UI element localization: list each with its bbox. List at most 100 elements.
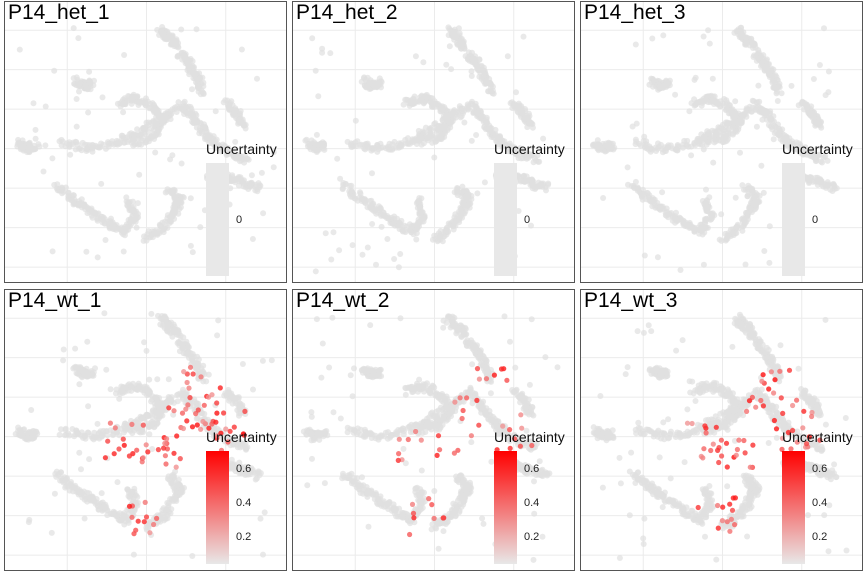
cell-point xyxy=(182,103,189,110)
cell-point xyxy=(102,428,109,435)
cell-point xyxy=(438,417,445,424)
cell-point xyxy=(443,61,450,68)
cell-point xyxy=(380,209,387,216)
cell-point xyxy=(724,232,731,239)
cell-point xyxy=(175,99,182,106)
cell-point xyxy=(742,261,749,268)
cell-point xyxy=(339,186,346,193)
uncertain-cell-point xyxy=(206,425,212,431)
cell-point xyxy=(829,188,836,194)
cell-point xyxy=(257,515,264,522)
uncertain-cell-point xyxy=(185,402,191,408)
uncertain-cell-point xyxy=(184,418,190,424)
cell-point xyxy=(641,252,648,259)
cell-point xyxy=(464,105,471,112)
cell-point xyxy=(825,182,832,189)
cell-point xyxy=(200,90,207,97)
uncertain-cell-point xyxy=(155,447,161,453)
cell-point xyxy=(53,473,60,480)
cell-point xyxy=(400,431,407,438)
cell-point xyxy=(143,347,150,354)
cell-point xyxy=(540,135,547,142)
cell-point xyxy=(159,119,166,126)
cell-point xyxy=(65,430,72,437)
cell-point xyxy=(439,238,446,245)
cell-point xyxy=(85,109,92,116)
cell-point xyxy=(812,158,819,165)
cell-point xyxy=(712,138,719,145)
uncertain-cell-point xyxy=(206,394,212,400)
cell-point xyxy=(116,395,123,402)
cell-point xyxy=(453,109,460,116)
cell-point xyxy=(468,68,475,75)
facet-panel: P14_wt_1 Uncertainty 0.6 0.4 0.2 xyxy=(4,289,287,571)
cell-point xyxy=(123,198,130,205)
cell-point xyxy=(86,68,93,75)
uncertain-cell-point xyxy=(116,446,122,452)
uncertain-cell-point xyxy=(147,530,153,536)
cell-point xyxy=(312,268,319,275)
cell-point xyxy=(243,445,250,452)
cell-point xyxy=(830,181,836,188)
cell-point xyxy=(376,207,383,214)
uncertain-cell-point xyxy=(174,433,180,439)
uncertain-cell-point xyxy=(139,459,145,465)
uncertain-cell-point xyxy=(173,464,179,470)
uncertain-cell-point xyxy=(134,447,140,453)
cell-point xyxy=(164,475,171,482)
cell-point xyxy=(710,93,717,100)
cell-point xyxy=(171,493,178,500)
cell-point xyxy=(415,136,422,143)
cell-point xyxy=(506,438,513,444)
cell-point xyxy=(392,507,399,514)
cell-point xyxy=(450,114,457,121)
uncertain-cell-point xyxy=(180,425,186,432)
cell-point xyxy=(175,476,182,483)
cell-point xyxy=(313,131,320,138)
cell-point xyxy=(143,237,150,244)
cell-point xyxy=(334,155,341,162)
cell-point xyxy=(473,132,480,138)
cell-point xyxy=(73,96,80,102)
cell-point xyxy=(212,108,219,115)
scatter-plot xyxy=(5,290,286,570)
cell-point xyxy=(168,189,175,196)
cell-point xyxy=(149,446,156,452)
cell-point xyxy=(149,413,156,420)
colorbar-tick-label: 0 xyxy=(812,214,819,226)
cell-point xyxy=(196,85,203,92)
cell-point xyxy=(228,456,235,463)
cell-point xyxy=(352,117,359,124)
cell-point xyxy=(203,378,210,385)
uncertain-cell-point xyxy=(227,428,233,434)
uncertain-cell-point xyxy=(225,439,231,445)
cell-point xyxy=(474,190,481,197)
cell-point xyxy=(242,125,249,132)
cell-point xyxy=(361,198,368,205)
cell-point xyxy=(766,110,773,117)
cell-point xyxy=(169,333,176,340)
cell-point xyxy=(766,259,773,266)
cell-point xyxy=(187,242,194,249)
cell-point xyxy=(226,107,233,113)
cell-point xyxy=(42,103,49,110)
cell-point xyxy=(129,198,136,205)
cell-point xyxy=(370,491,377,498)
uncertain-cell-point xyxy=(198,374,204,380)
cell-point xyxy=(214,332,221,339)
cell-point xyxy=(810,76,817,82)
cell-point xyxy=(36,143,43,150)
cell-point xyxy=(504,53,511,60)
cell-point xyxy=(189,553,196,559)
uncertain-cell-point xyxy=(166,405,172,411)
uncertain-cell-point xyxy=(164,436,170,442)
cell-point xyxy=(29,146,36,153)
cell-point xyxy=(327,50,334,57)
cell-point xyxy=(168,394,175,401)
cell-point xyxy=(700,225,707,231)
cell-point xyxy=(16,46,23,53)
cell-point xyxy=(77,81,84,87)
cell-point xyxy=(131,136,137,143)
cell-point xyxy=(161,225,168,232)
cell-point xyxy=(774,98,781,104)
